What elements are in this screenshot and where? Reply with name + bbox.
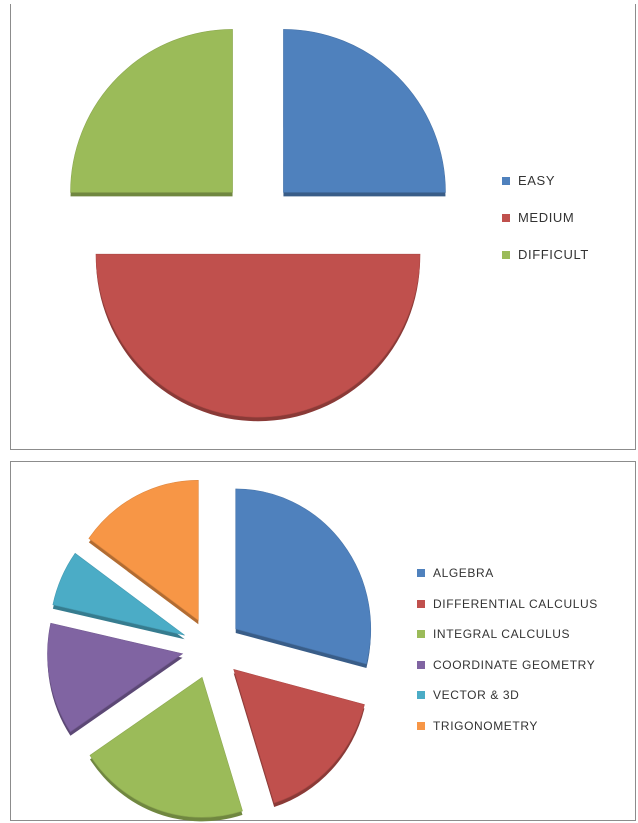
legend-label-medium: MEDIUM [518, 210, 575, 225]
topics-slices [47, 479, 371, 822]
legend-swatch-difficult [502, 251, 510, 259]
legend-swatch-medium [502, 214, 510, 222]
difficulty-slices [70, 29, 446, 422]
topics-slice-coordinate-geometry [47, 622, 184, 733]
topics-slice-trigonometry [88, 479, 199, 621]
legend-label-integral-calculus: INTEGRAL CALCULUS [433, 627, 571, 641]
legend-label-differential-calculus: DIFFERENTIAL CALCULUS [433, 596, 598, 611]
legend-label-algebra: ALGEBRA [433, 566, 494, 580]
difficulty-slice-difficult [70, 29, 233, 193]
legend-label-vector-3d: VECTOR & 3D [433, 688, 520, 702]
legend-swatch-easy [502, 177, 510, 185]
legend-swatch-algebra [417, 569, 425, 577]
legend-swatch-coordinate-geometry [417, 660, 425, 669]
legend-label-coordinate-geometry: COORDINATE GEOMETRY [433, 657, 596, 672]
legend-swatch-trigonometry [417, 721, 425, 730]
topics-slice-differential-calculus [233, 669, 365, 804]
topics-slice-algebra [235, 488, 371, 665]
legend-swatch-integral-calculus [417, 630, 425, 638]
difficulty-slice-medium [95, 253, 421, 418]
legend-swatch-vector-3d [417, 691, 425, 699]
legend-label-difficult: DIFFICULT [518, 247, 589, 262]
topics-slice-integral-calculus [89, 676, 243, 818]
legend-label-trigonometry: TRIGONOMETRY [433, 718, 538, 733]
legend-swatch-differential-calculus [417, 599, 425, 608]
legend-label-easy: EASY [518, 173, 556, 188]
topics-slice-vector-3d [52, 552, 185, 636]
difficulty-slice-easy [283, 29, 446, 193]
